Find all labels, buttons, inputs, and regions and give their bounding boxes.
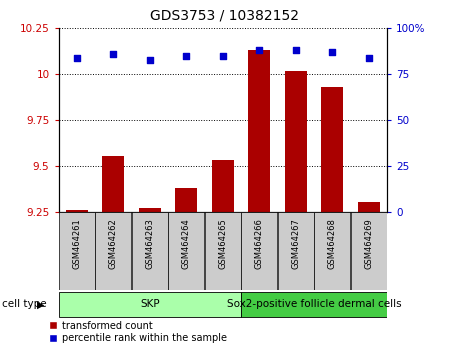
Bar (132, 212, 168, 290)
Bar (351, 212, 387, 290)
Bar (321, 87, 343, 212)
Text: GSM464269: GSM464269 (364, 218, 373, 269)
Point (365, 55, 372, 61)
Bar (358, 202, 380, 212)
Text: GSM464265: GSM464265 (218, 218, 227, 269)
Text: cell type: cell type (2, 299, 47, 309)
Bar (248, 50, 270, 212)
Bar (315, 212, 350, 290)
Text: Sox2-positive follicle dermal cells: Sox2-positive follicle dermal cells (227, 299, 401, 309)
Text: GSM464263: GSM464263 (145, 218, 154, 269)
Point (292, 47, 299, 53)
Bar (176, 188, 197, 212)
Point (73, 55, 81, 61)
Bar (102, 156, 124, 212)
Text: GSM464264: GSM464264 (182, 218, 191, 269)
Point (219, 53, 226, 59)
Bar (95, 212, 131, 290)
Bar (168, 212, 204, 290)
Bar (241, 212, 277, 290)
Bar (66, 210, 88, 212)
Bar (205, 212, 241, 290)
Bar (59, 292, 241, 317)
Point (183, 53, 190, 59)
Point (328, 50, 336, 55)
Bar (59, 212, 94, 290)
Text: GDS3753 / 10382152: GDS3753 / 10382152 (150, 9, 300, 23)
Bar (285, 71, 307, 212)
Bar (212, 160, 234, 212)
Point (256, 47, 263, 53)
Bar (139, 208, 161, 212)
Text: SKP: SKP (140, 299, 160, 309)
Bar (241, 292, 387, 317)
Legend: transformed count, percentile rank within the sample: transformed count, percentile rank withi… (45, 317, 231, 347)
Text: GSM464262: GSM464262 (109, 218, 118, 269)
Text: GSM464266: GSM464266 (255, 218, 264, 269)
Text: GSM464267: GSM464267 (291, 218, 300, 269)
Text: GSM464268: GSM464268 (328, 218, 337, 269)
Point (110, 51, 117, 57)
Bar (278, 212, 314, 290)
Point (146, 57, 153, 62)
Text: GSM464261: GSM464261 (72, 218, 81, 269)
Text: ▶: ▶ (37, 299, 45, 309)
